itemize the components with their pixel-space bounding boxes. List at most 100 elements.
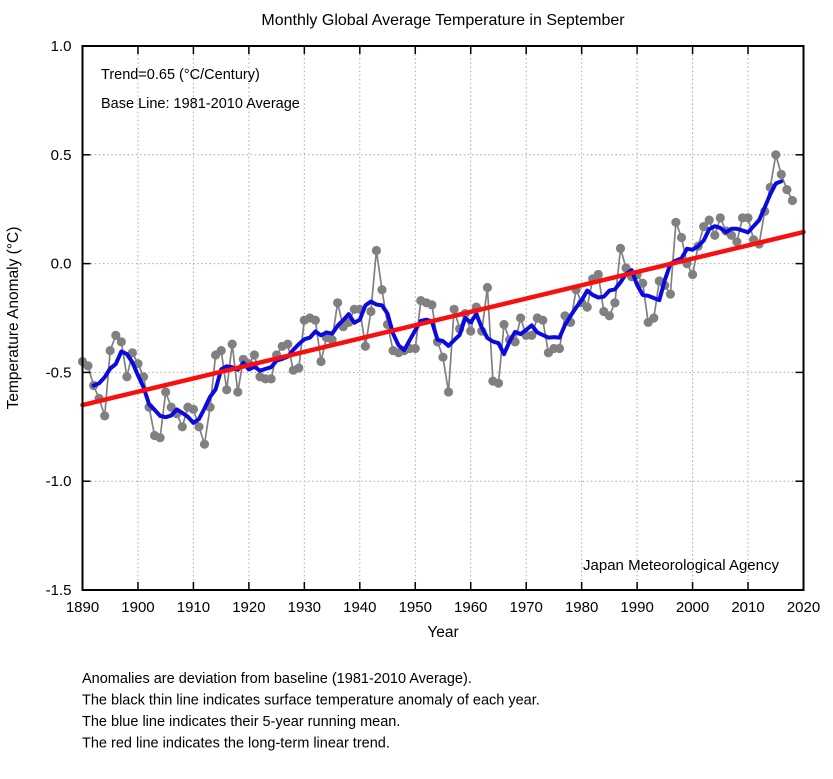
x-tick-label: 1920 [232, 599, 265, 616]
data-point [665, 289, 676, 299]
footnote-3: The blue line indicates their 5-year run… [82, 714, 400, 730]
agency-label: Japan Meteorological Agency [583, 557, 779, 574]
y-tick-label: -1.0 [46, 473, 72, 490]
data-point [554, 343, 565, 354]
data-point [222, 385, 232, 395]
data-point [443, 387, 454, 397]
data-point [122, 372, 132, 382]
x-tick-label: 1980 [565, 599, 598, 616]
data-point [377, 285, 387, 295]
trend-annotation: Trend=0.65 (°C/Century) [101, 67, 260, 83]
footnote-4: The red line indicates the long-term lin… [82, 736, 390, 752]
data-point [582, 302, 592, 312]
data-point [615, 243, 626, 253]
data-point [593, 269, 603, 280]
x-tick-label: 2000 [676, 599, 709, 616]
data-point [177, 422, 187, 432]
annual-line [81, 154, 794, 445]
data-point [155, 433, 165, 443]
data-point [105, 346, 115, 356]
data-point [371, 245, 381, 256]
x-tick-label: 1930 [288, 599, 321, 616]
y-tick-label: 0.5 [51, 147, 72, 164]
data-point [127, 348, 137, 358]
data-point [499, 319, 509, 330]
data-point [427, 300, 437, 310]
data-point [466, 326, 476, 336]
axis-frame [81, 45, 805, 591]
data-point [283, 339, 293, 349]
x-tick-label: 1990 [620, 599, 653, 616]
data-point [327, 335, 337, 345]
y-tick-label: -1.5 [46, 582, 72, 599]
data-point [216, 346, 226, 356]
running-mean-line [91, 179, 784, 425]
data-point [699, 222, 709, 232]
data-point [366, 306, 376, 317]
x-tick-label: 1950 [399, 599, 432, 616]
data-point [100, 411, 110, 421]
data-point [771, 150, 781, 160]
data-point [194, 422, 204, 432]
data-point [249, 350, 259, 360]
x-tick-label: 1940 [343, 599, 376, 616]
tick-label-layer: 1890 1900 1910 1920 1930 1940 1950 1960 1970 1980… [46, 38, 821, 616]
x-tick-label: 2010 [731, 599, 764, 616]
baseline-annotation: Base Line: 1981-2010 Average [101, 96, 300, 112]
trend-line [80, 229, 806, 408]
data-point [449, 304, 459, 314]
footnote-2: The black thin line indicates surface te… [82, 693, 540, 709]
data-point [438, 352, 448, 362]
y-tick-label: 1.0 [51, 38, 72, 55]
data-point [410, 343, 420, 354]
data-point [715, 213, 725, 223]
data-point [188, 404, 198, 414]
data-point [732, 237, 742, 247]
data-point [776, 169, 786, 179]
data-point [527, 330, 537, 340]
data-point [316, 356, 326, 367]
data-point [538, 315, 548, 325]
y-tick-label: -0.5 [46, 364, 72, 381]
data-point [166, 402, 176, 412]
data-point [482, 282, 492, 293]
data-point [83, 361, 93, 371]
data-point [493, 378, 504, 388]
x-tick-label: 1970 [510, 599, 543, 616]
data-point [743, 213, 753, 223]
data-point [787, 195, 798, 206]
data-point [704, 215, 714, 225]
data-point [233, 387, 243, 397]
data-point [782, 185, 792, 195]
data-point [310, 315, 320, 325]
data-point [638, 278, 648, 288]
y-axis-label: Temperature Anomaly (°C) [5, 227, 22, 410]
data-point [266, 374, 276, 384]
data-point [199, 439, 210, 449]
x-tick-label: 2020 [787, 599, 820, 616]
data-point [227, 339, 237, 349]
x-tick-label: 1900 [121, 599, 154, 616]
data-point [360, 341, 370, 351]
data-point [726, 230, 737, 240]
y-tick-label: 0.0 [51, 256, 72, 273]
data-point [676, 232, 687, 243]
data-point [333, 298, 343, 308]
data-layer [77, 150, 806, 449]
x-tick-label: 1960 [454, 599, 487, 616]
data-point [161, 387, 171, 397]
chart-title: Monthly Global Average Temperature in Se… [261, 12, 625, 29]
data-point [116, 337, 126, 347]
data-point [516, 313, 526, 323]
footnote-1: Anomalies are deviation from baseline (1… [82, 671, 472, 687]
data-point [671, 217, 681, 227]
x-tick-label: 1910 [177, 599, 210, 616]
grid-layer [82, 46, 804, 590]
data-point [710, 230, 720, 240]
data-point [688, 269, 698, 280]
x-tick-label: 1890 [66, 599, 99, 616]
frame-layer [81, 45, 805, 591]
data-point [111, 330, 121, 340]
